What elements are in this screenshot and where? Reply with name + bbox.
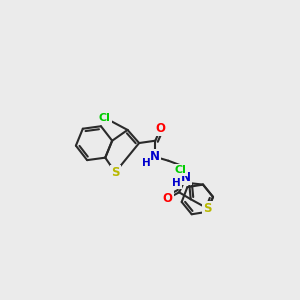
- Text: H: H: [172, 178, 181, 188]
- Text: Cl: Cl: [98, 112, 110, 123]
- Text: N: N: [181, 171, 191, 184]
- Text: S: S: [203, 202, 212, 215]
- Text: Cl: Cl: [175, 165, 187, 175]
- Text: N: N: [150, 150, 160, 164]
- Text: S: S: [111, 166, 119, 179]
- Text: O: O: [163, 192, 172, 205]
- Text: O: O: [156, 122, 166, 135]
- Text: H: H: [142, 158, 150, 168]
